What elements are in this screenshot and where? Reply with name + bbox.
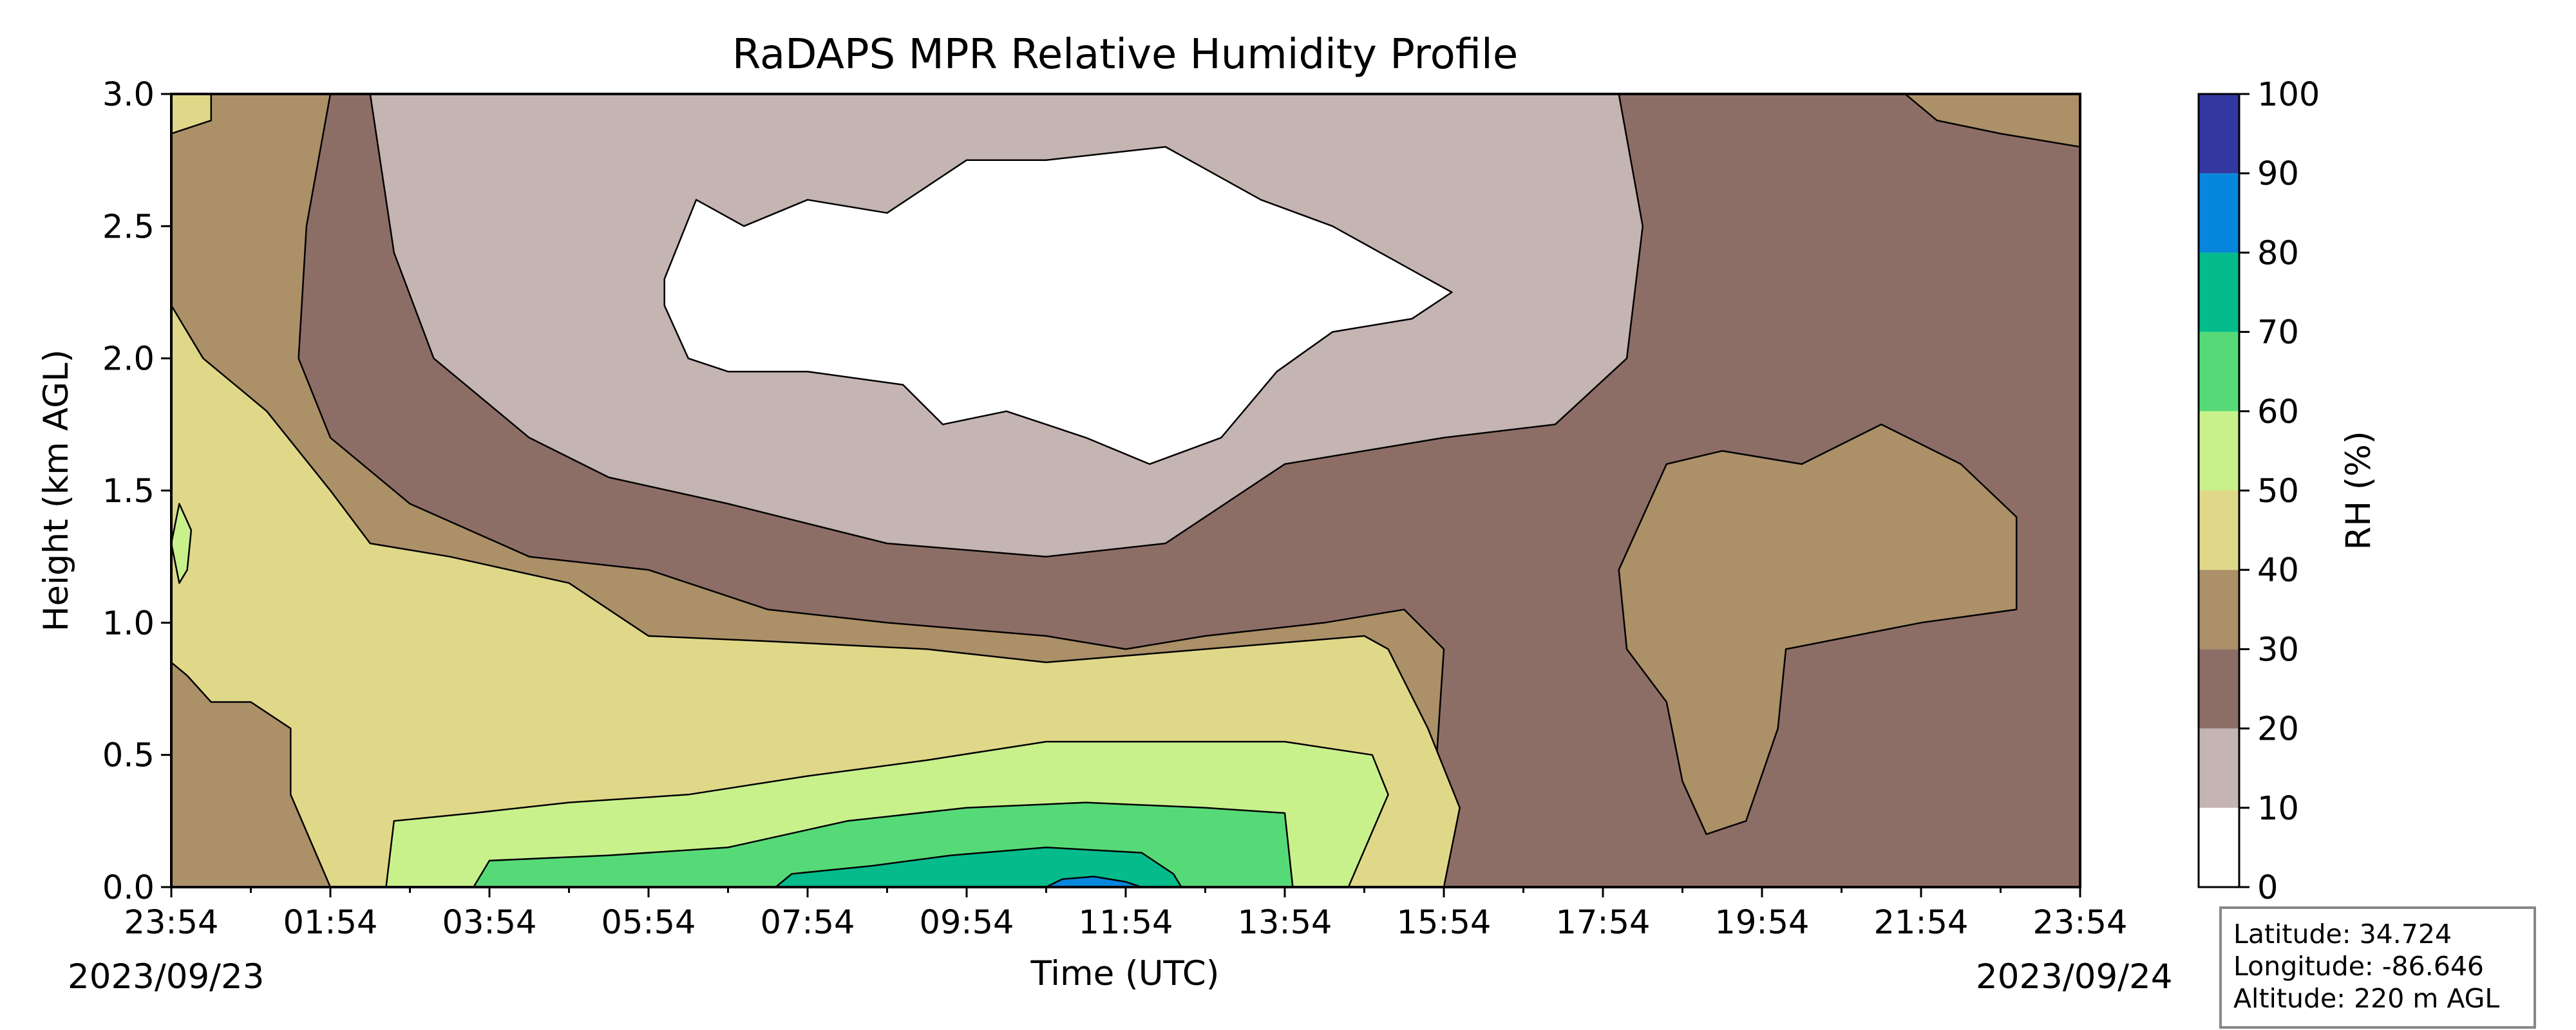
colorbar-swatch <box>2199 332 2239 411</box>
x-tick-label: 23:54 <box>124 904 219 942</box>
colorbar-tick-label: 10 <box>2257 790 2299 828</box>
y-tick-label: 3.0 <box>102 76 155 114</box>
colorbar-swatch <box>2199 570 2239 650</box>
colorbar-swatch <box>2199 649 2239 729</box>
colorbar-tick-label: 60 <box>2257 393 2299 431</box>
x-tick-label: 17:54 <box>1556 904 1651 942</box>
x-tick-label: 21:54 <box>1874 904 1969 942</box>
x-tick-label: 01:54 <box>283 904 378 942</box>
contour-region-rh-30-40 <box>1618 424 2018 836</box>
chart-title: RaDAPS MPR Relative Humidity Profile <box>732 31 1518 79</box>
colorbar-ticks: 0 10 20 30 40 50 60 70 80 90 100 <box>2239 76 2320 907</box>
x-tick-label: 23:54 <box>2033 904 2128 942</box>
colorbar-label: RH (%) <box>2339 431 2378 550</box>
colorbar-tick-label: 40 <box>2257 552 2299 590</box>
longitude-text: Longitude: -86.646 <box>2233 951 2484 982</box>
contour-region-rh-0-10 <box>663 145 1453 465</box>
x-tick-label: 15:54 <box>1397 904 1492 942</box>
x-tick-label: 09:54 <box>920 904 1014 942</box>
colorbar-swatch <box>2199 94 2239 174</box>
y-axis-label: Height (km AGL) <box>37 350 76 632</box>
x-tick-label: 11:54 <box>1079 904 1173 942</box>
start-date-label: 2023/09/23 <box>68 957 264 997</box>
contour-regions <box>171 94 2080 887</box>
contour-region-rh-30-40 <box>1904 94 2080 148</box>
colorbar-swatch <box>2199 491 2239 570</box>
colorbar-swatch <box>2199 411 2239 491</box>
plot-area <box>170 93 2081 888</box>
y-tick-label: 2.5 <box>102 208 155 246</box>
x-tick-label: 07:54 <box>761 904 855 942</box>
x-axis-ticks: 23:54 01:54 03:54 05:54 07:54 09:54 11:54 13:54… <box>124 887 2128 942</box>
info-box-frame <box>2219 906 2536 1029</box>
contour-region-rh-40-50 <box>171 94 213 135</box>
latitude-text: Latitude: 34.724 <box>2233 919 2452 950</box>
colorbar-tick-label: 0 <box>2257 869 2278 907</box>
colorbar-tick-label: 50 <box>2257 473 2299 510</box>
colorbar-tick-label: 90 <box>2257 155 2299 193</box>
colorbar-swatch <box>2199 728 2239 808</box>
x-tick-label: 03:54 <box>442 904 537 942</box>
colorbar-tick-label: 30 <box>2257 631 2299 669</box>
x-tick-label: 19:54 <box>1715 904 1810 942</box>
x-axis-label: Time (UTC) <box>1030 954 1220 993</box>
colorbar: 0 10 20 30 40 50 60 70 80 90 100 RH (%) <box>2197 76 2378 907</box>
x-tick-label: 13:54 <box>1238 904 1332 942</box>
end-date-label: 2023/09/24 <box>1976 957 2172 997</box>
contour-region-rh-50-60 <box>171 503 193 584</box>
colorbar-swatch <box>2199 807 2239 887</box>
y-tick-label: 0.5 <box>102 737 155 775</box>
station-info-box: Latitude: 34.724 Longitude: -86.646 Alti… <box>2219 906 2536 1029</box>
colorbar-swatch <box>2199 252 2239 332</box>
y-tick-label: 0.0 <box>102 869 155 907</box>
x-tick-label: 05:54 <box>601 904 696 942</box>
colorbar-tick-label: 80 <box>2257 234 2299 272</box>
colorbar-swatches <box>2199 94 2239 887</box>
colorbar-tick-label: 70 <box>2257 314 2299 352</box>
altitude-text: Altitude: 220 m AGL <box>2233 983 2499 1014</box>
y-axis-ticks: 0.0 0.5 1.0 1.5 2.0 2.5 3.0 <box>102 76 171 907</box>
contour-region-rh-80-90 <box>1045 876 1142 887</box>
y-tick-label: 2.0 <box>102 341 155 379</box>
y-tick-label: 1.5 <box>102 473 155 510</box>
colorbar-tick-label: 20 <box>2257 711 2299 749</box>
colorbar-swatch <box>2199 173 2239 253</box>
colorbar-tick-label: 100 <box>2257 76 2320 114</box>
y-tick-label: 1.0 <box>102 604 155 642</box>
